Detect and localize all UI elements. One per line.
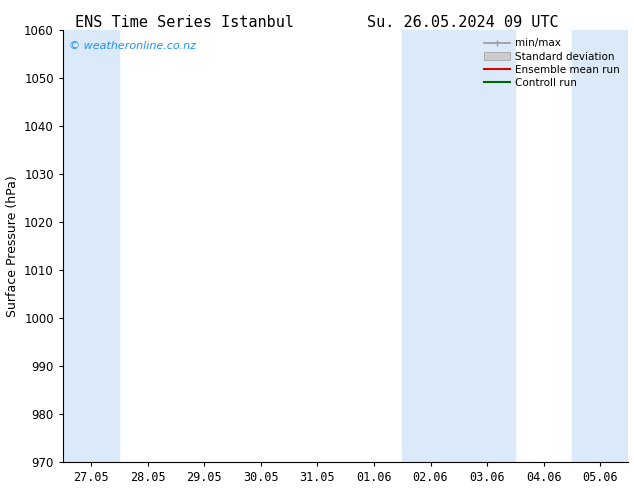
Bar <box>63 30 119 463</box>
Bar <box>572 30 628 463</box>
Text: ENS Time Series Istanbul        Su. 26.05.2024 09 UTC: ENS Time Series Istanbul Su. 26.05.2024 … <box>75 15 559 30</box>
Legend: min/max, Standard deviation, Ensemble mean run, Controll run: min/max, Standard deviation, Ensemble me… <box>481 35 623 91</box>
Text: © weatheronline.co.nz: © weatheronline.co.nz <box>68 41 195 51</box>
Bar <box>402 30 515 463</box>
Y-axis label: Surface Pressure (hPa): Surface Pressure (hPa) <box>6 175 18 317</box>
